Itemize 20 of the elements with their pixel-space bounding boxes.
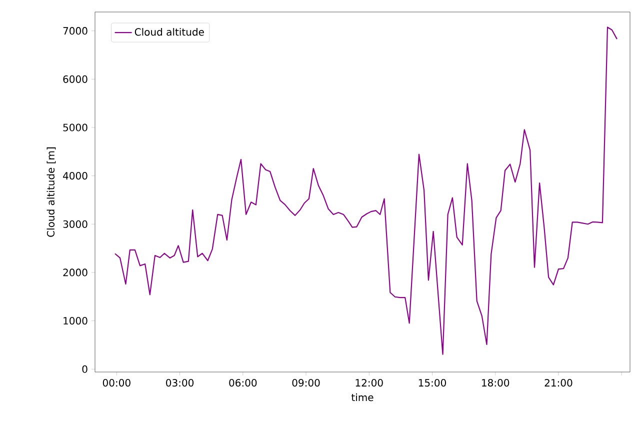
y-tick-label: 0 bbox=[82, 365, 88, 373]
x-tick-label: 00:00 bbox=[102, 379, 130, 387]
x-tick-label: 06:00 bbox=[229, 379, 257, 387]
y-axis-title: Cloud altitude [m] bbox=[46, 147, 56, 237]
x-tick-label: 15:00 bbox=[418, 379, 446, 387]
x-axis-title: time bbox=[351, 393, 374, 402]
legend-label: Cloud altitude bbox=[134, 28, 204, 36]
x-tick-label: 09:00 bbox=[292, 379, 320, 387]
y-tick-label: 6000 bbox=[63, 75, 88, 83]
x-tick-label: 18:00 bbox=[482, 379, 510, 387]
x-tick-label: 21:00 bbox=[544, 379, 572, 387]
y-tick-label: 7000 bbox=[63, 27, 88, 35]
x-tick-label: 03:00 bbox=[166, 379, 194, 387]
y-tick-label: 3000 bbox=[63, 220, 88, 228]
line-series bbox=[114, 26, 618, 355]
y-tick-label: 4000 bbox=[63, 172, 88, 180]
y-tick-label: 2000 bbox=[63, 268, 88, 276]
y-tick-label: 1000 bbox=[64, 316, 88, 325]
x-tick-label: 12:00 bbox=[356, 379, 383, 387]
y-tick-label: 5000 bbox=[63, 124, 88, 132]
